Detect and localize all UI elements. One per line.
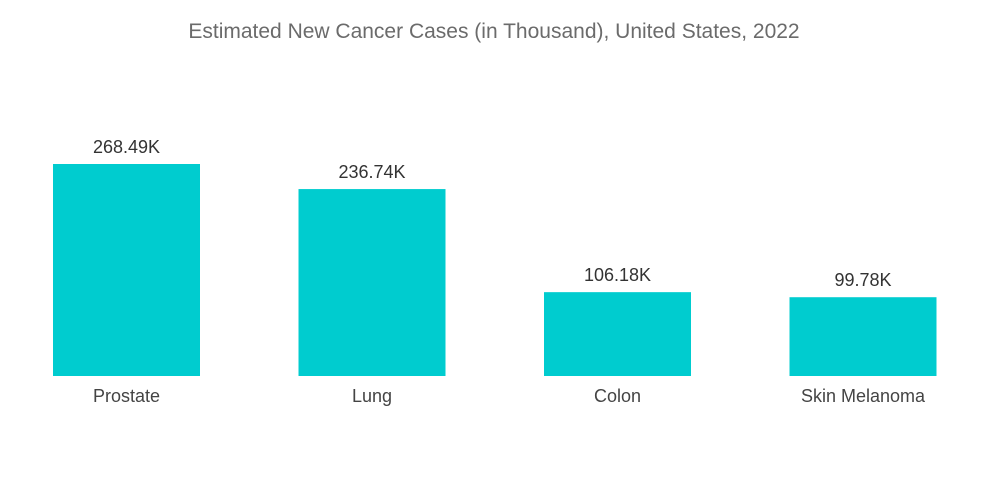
bar-colon [544, 292, 691, 376]
category-label: Colon [594, 386, 641, 406]
category-label: Skin Melanoma [801, 386, 926, 406]
bar-prostate [53, 164, 200, 376]
bar-value-label: 268.49K [93, 137, 160, 157]
bar-value-label: 236.74K [338, 162, 405, 182]
bar-lung [298, 189, 446, 376]
category-label: Prostate [93, 386, 160, 406]
bar-value-label: 106.18K [584, 265, 651, 285]
chart-title: Estimated New Cancer Cases (in Thousand)… [188, 20, 799, 43]
bar-value-label: 99.78K [834, 270, 891, 290]
category-label: Lung [352, 386, 392, 406]
bars-group: 268.49K Prostate 236.74K Lung 106.18K Colon 99… [53, 137, 937, 406]
bar-skin-melanoma [789, 297, 937, 376]
